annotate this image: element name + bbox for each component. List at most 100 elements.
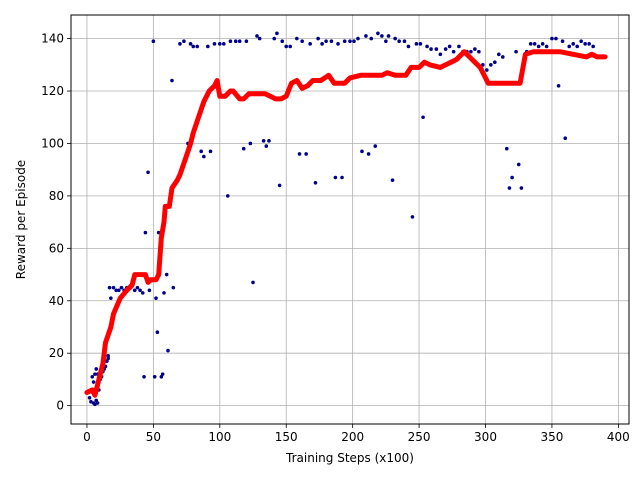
data-point: [563, 136, 568, 141]
data-point: [469, 49, 473, 54]
data-point: [340, 175, 344, 180]
data-point: [376, 31, 380, 36]
data-point: [477, 49, 481, 54]
data-point: [166, 348, 170, 353]
data-point: [414, 42, 419, 46]
data-point: [544, 44, 549, 49]
data-point: [221, 42, 226, 46]
data-point: [191, 44, 196, 49]
data-point: [434, 47, 439, 51]
data-point: [160, 372, 165, 376]
data-point: [406, 44, 411, 49]
data-point: [507, 186, 512, 190]
data-point: [237, 39, 242, 44]
data-point: [410, 215, 415, 219]
data-point: [140, 291, 145, 295]
data-point: [162, 291, 166, 295]
data-point: [91, 380, 96, 384]
data-point: [333, 175, 338, 180]
data-point: [390, 178, 395, 182]
data-point: [146, 170, 150, 175]
data-point: [261, 139, 266, 143]
data-point: [248, 141, 253, 146]
data-point: [571, 42, 575, 46]
x-tick-label: 100: [208, 430, 231, 444]
x-tick-label: 350: [540, 430, 563, 444]
data-point: [516, 162, 521, 167]
data-point: [109, 296, 113, 300]
x-tick-label: 250: [408, 430, 431, 444]
data-point: [171, 285, 176, 290]
data-point: [228, 39, 233, 44]
data-point: [212, 42, 217, 46]
data-point: [241, 146, 246, 151]
data-point: [536, 44, 541, 49]
data-point: [384, 39, 388, 44]
data-point: [106, 354, 110, 358]
grid: [71, 15, 629, 424]
data-point: [591, 44, 595, 49]
data-point: [540, 42, 545, 46]
data-point: [195, 44, 200, 49]
y-tick-label: 100: [41, 136, 64, 150]
data-point: [342, 39, 347, 44]
y-tick-label: 140: [41, 32, 64, 46]
data-point: [429, 47, 433, 51]
x-axis-label: Training Steps (x100): [285, 451, 414, 465]
data-point: [272, 36, 277, 41]
data-point: [178, 42, 182, 46]
data-point: [182, 39, 186, 44]
y-tick-label: 0: [56, 399, 64, 413]
data-point: [264, 144, 269, 148]
data-point: [277, 183, 282, 188]
y-tick-label: 120: [41, 84, 64, 98]
scatter-series: [87, 31, 595, 407]
data-point: [402, 39, 407, 44]
y-tick-label: 60: [49, 241, 64, 255]
y-tick-label: 80: [49, 189, 64, 203]
data-point: [114, 288, 118, 293]
data-point: [154, 296, 158, 300]
x-tick-label: 50: [146, 430, 161, 444]
y-axis-label: Reward per Episode: [14, 160, 28, 279]
data-point: [218, 42, 222, 46]
data-point: [208, 149, 213, 154]
data-point: [267, 139, 271, 143]
x-tick-label: 300: [474, 430, 497, 444]
data-point: [438, 52, 443, 57]
data-point: [473, 47, 477, 51]
ticks: 0 50 100 150 200 250 300 350 400 0 20 40 60 80 100 120 1…: [41, 32, 630, 444]
data-point: [348, 39, 352, 44]
data-point: [95, 401, 100, 405]
data-point: [107, 285, 112, 290]
data-point: [324, 39, 328, 44]
data-point: [528, 42, 533, 46]
data-point: [575, 44, 579, 49]
data-point: [87, 395, 92, 400]
data-point: [257, 36, 262, 41]
data-point: [280, 39, 285, 44]
data-point: [457, 44, 461, 49]
data-point: [519, 186, 524, 190]
data-point: [233, 39, 238, 44]
data-point: [300, 39, 304, 44]
data-point: [89, 399, 93, 404]
data-point: [142, 375, 146, 379]
data-point: [255, 34, 259, 38]
data-point: [152, 375, 157, 379]
data-point: [90, 375, 95, 379]
data-point: [447, 44, 452, 49]
data-point: [514, 49, 518, 54]
data-point: [206, 44, 210, 49]
x-tick-label: 0: [83, 430, 91, 444]
data-point: [295, 36, 299, 41]
data-point: [251, 280, 255, 285]
data-point: [111, 285, 116, 290]
data-point: [554, 36, 558, 41]
data-point: [106, 356, 110, 361]
data-point: [421, 115, 425, 120]
data-point: [119, 285, 124, 290]
data-point: [397, 39, 401, 44]
data-point: [132, 288, 137, 293]
data-point: [425, 44, 429, 49]
